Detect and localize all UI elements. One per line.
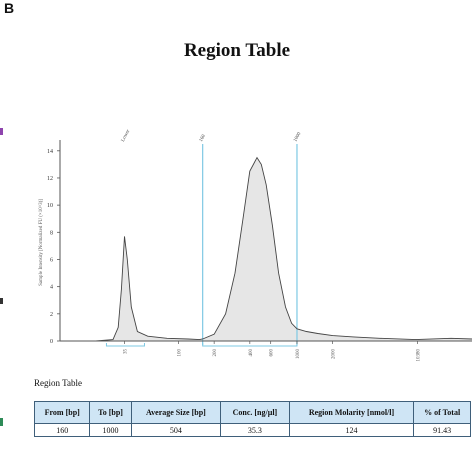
table-row: 160 1000 504 35.3 124 91.43 — [33, 423, 471, 437]
column-header: Conc. [ng/µl] — [220, 401, 290, 424]
series-area — [60, 157, 472, 341]
column-header: From [bp] — [33, 401, 91, 424]
y-tick-label: 4 — [50, 285, 53, 291]
region-bracket — [202, 343, 298, 347]
x-tick-label: 35 — [123, 349, 128, 355]
x-tick-label: 200 — [213, 349, 218, 357]
column-header: To [bp] — [89, 401, 132, 424]
chart-title: Region Table — [183, 40, 291, 61]
table-cell: 35.3 — [220, 423, 290, 437]
y-axis-title: Sample Intensity [Normalized FU (×10^3)] — [39, 199, 44, 286]
y-tick-label: 2 — [50, 312, 53, 318]
column-header: % of Total — [413, 401, 471, 424]
peak-label: 1000 — [293, 131, 302, 143]
y-tick-label: 6 — [50, 257, 53, 263]
y-tick-label: 10 — [47, 203, 53, 209]
x-tick-label: 100 — [177, 349, 182, 357]
region-table: From [bp] To [bp] Average Size [bp] Conc… — [33, 401, 471, 437]
table-caption: Region Table — [34, 378, 82, 388]
left-edge-marker — [0, 298, 3, 304]
peak-label: 160 — [199, 134, 207, 143]
y-tick-label: 8 — [50, 230, 53, 236]
table-cell: 91.43 — [413, 423, 471, 437]
x-tick-label: 2000 — [332, 349, 337, 360]
panel-letter: B — [4, 0, 15, 16]
lower-marker-bracket — [105, 343, 145, 347]
table-header-row: From [bp] To [bp] Average Size [bp] Conc… — [33, 401, 471, 424]
table-cell: 504 — [130, 423, 222, 437]
y-tick-label: 0 — [50, 339, 53, 345]
x-tick-label: 10380 — [416, 349, 421, 362]
left-edge-marker — [0, 418, 3, 426]
table-cell: 160 — [33, 423, 91, 437]
series-line — [60, 156, 473, 342]
y-tick-label: 12 — [47, 176, 53, 182]
electropherogram-chart: 0 2 4 6 8 10 12 14 Sample Intensity [Normalized … — [39, 129, 473, 362]
x-tick-label: 400 — [249, 349, 254, 357]
x-tick-label: 1000 — [296, 349, 301, 360]
left-edge-marker — [0, 128, 3, 135]
column-header: Region Molarity [nmol/l] — [288, 401, 415, 424]
column-header: Average Size [bp] — [130, 401, 222, 424]
table-cell: 124 — [288, 423, 415, 437]
y-tick-label: 14 — [47, 149, 53, 155]
peak-label: Lower — [121, 129, 132, 143]
x-tick-label: 600 — [270, 349, 275, 357]
table-cell: 1000 — [89, 423, 132, 437]
